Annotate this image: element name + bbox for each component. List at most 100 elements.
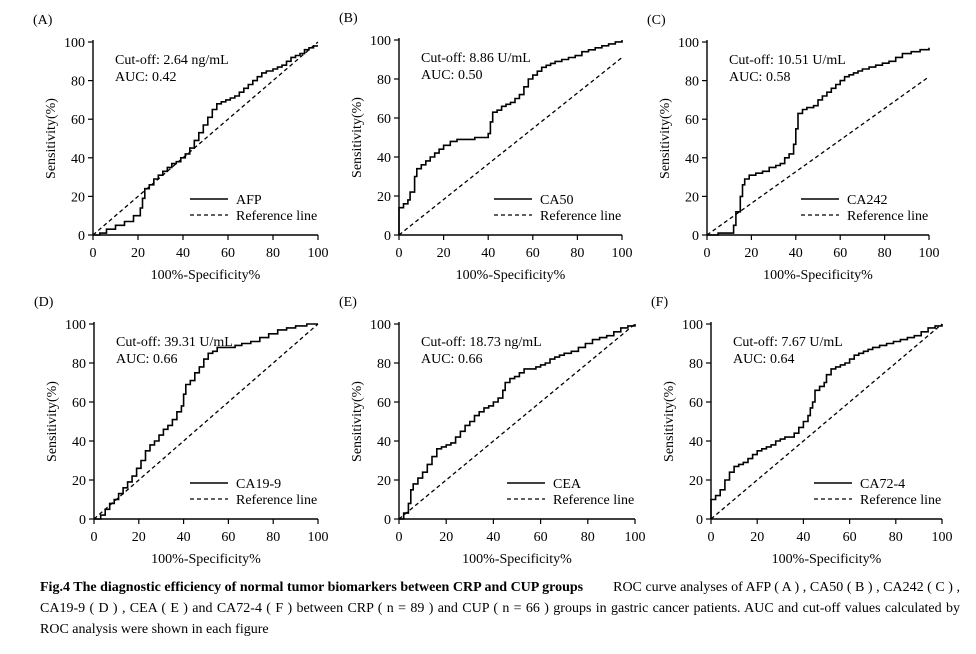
x-tick-label: 100 [919,246,940,261]
panel-label: (B) [339,11,358,26]
x-tick-label: 60 [833,246,847,261]
auc-annotation: AUC: 0.42 [115,70,176,85]
x-tick-label: 40 [176,246,190,261]
x-tick-label: 20 [131,246,145,261]
x-tick-label: 40 [486,530,500,545]
roc-panel-3: (C) 0 20 40 60 80 100 0 20 40 60 80 100 100%-Specific… [647,13,940,283]
y-axis-title: Sensitivity(%) [350,381,365,462]
legend-label-reference: Reference line [553,493,634,508]
auc-annotation: AUC: 0.50 [421,68,482,83]
roc-figure: (A) 0 20 40 60 80 100 0 20 40 60 80 100 100%-Specific… [33,11,953,567]
y-tick-label: 60 [377,396,391,411]
roc-panel-4: (D) 0 20 40 60 80 100 0 20 40 60 80 100 100%-Specific… [34,295,329,567]
y-tick-label: 40 [377,435,391,450]
figure-caption: Fig.4 The diagnostic efficiency of norma… [40,577,960,640]
y-tick-label: 60 [71,113,85,128]
y-tick-label: 60 [685,113,699,128]
legend-label-reference: Reference line [847,209,928,224]
roc-curve-ca19-9 [94,323,318,520]
y-tick-label: 20 [689,474,703,489]
y-tick-label: 0 [692,229,699,244]
x-tick-label: 100 [308,246,329,261]
y-axis-title: Sensitivity(%) [350,97,365,178]
auc-annotation: AUC: 0.66 [421,352,482,367]
x-tick-label: 100 [932,530,953,545]
x-tick-label: 0 [704,246,711,261]
y-tick-label: 40 [377,151,391,166]
x-axis-title: 100%-Specificity% [151,268,261,283]
y-tick-label: 100 [370,34,391,49]
y-tick-label: 0 [79,513,86,528]
x-tick-label: 0 [708,530,715,545]
x-tick-label: 20 [750,530,764,545]
y-tick-label: 100 [65,318,86,333]
panel-label: (D) [34,295,54,310]
x-axis-title: 100%-Specificity% [151,552,261,567]
legend-label-marker: CEA [553,477,582,492]
x-tick-label: 80 [581,530,595,545]
y-tick-label: 100 [678,36,699,51]
x-tick-label: 20 [132,530,146,545]
roc-curve-cea [399,324,636,520]
x-axis-title: 100%-Specificity% [763,268,873,283]
y-tick-label: 100 [370,318,391,333]
roc-curve-ca50 [398,40,623,235]
panel-label: (F) [651,295,668,310]
roc-curve-ca242 [707,47,930,236]
legend-label-reference: Reference line [540,209,621,224]
y-tick-label: 0 [384,513,391,528]
x-tick-label: 20 [437,246,451,261]
y-tick-label: 20 [71,190,85,205]
roc-curve-ca72-4 [710,324,943,519]
roc-panel-1: (A) 0 20 40 60 80 100 0 20 40 60 80 100 100%-Specific… [33,13,329,283]
reference-line [710,323,943,520]
x-tick-label: 100 [612,246,633,261]
reference-line [706,76,930,236]
legend-label-marker: CA19-9 [236,477,281,492]
y-axis-title: Sensitivity(%) [45,381,60,462]
x-tick-label: 0 [396,530,403,545]
panel-label: (C) [647,13,666,28]
cutoff-annotation: Cut-off: 10.51 U/mL [729,53,846,68]
y-tick-label: 40 [71,152,85,167]
cutoff-annotation: Cut-off: 7.67 U/mL [733,335,843,350]
cutoff-annotation: Cut-off: 39.31 U/mL [116,335,233,350]
legend-label-reference: Reference line [860,493,941,508]
x-tick-label: 60 [534,530,548,545]
x-tick-label: 40 [796,530,810,545]
y-tick-label: 80 [72,357,86,372]
auc-annotation: AUC: 0.58 [729,70,790,85]
auc-annotation: AUC: 0.66 [116,352,177,367]
y-tick-label: 20 [377,190,391,205]
roc-panel-5: (E) 0 20 40 60 80 100 0 20 40 60 80 100 100%-Specific… [339,295,646,567]
y-tick-label: 20 [377,474,391,489]
y-tick-label: 40 [685,152,699,167]
reference-line [398,57,623,236]
x-tick-label: 80 [889,530,903,545]
y-tick-label: 80 [71,75,85,90]
cutoff-annotation: Cut-off: 2.64 ng/mL [115,53,229,68]
roc-panel-2: (B) 0 20 40 60 80 100 0 20 40 60 80 100 100%-Specific… [339,11,633,283]
legend-label-marker: CA50 [540,193,573,208]
y-tick-label: 60 [72,396,86,411]
x-axis-title: 100%-Specificity% [456,268,566,283]
x-tick-label: 0 [396,246,403,261]
roc-curve-afp [93,45,318,236]
y-tick-label: 80 [377,73,391,88]
x-tick-label: 100 [308,530,329,545]
x-tick-label: 80 [266,530,280,545]
reference-line [92,41,319,236]
y-axis-title: Sensitivity(%) [662,381,677,462]
y-axis-title: Sensitivity(%) [658,98,673,179]
y-tick-label: 20 [72,474,86,489]
legend-label-marker: CA242 [847,193,887,208]
y-tick-label: 100 [64,36,85,51]
x-tick-label: 80 [878,246,892,261]
legend-label-reference: Reference line [236,209,317,224]
legend-label-reference: Reference line [236,493,317,508]
x-axis-title: 100%-Specificity% [462,552,572,567]
legend-label-marker: CA72-4 [860,477,905,492]
y-tick-label: 40 [72,435,86,450]
x-tick-label: 40 [789,246,803,261]
panel-label: (E) [339,295,357,310]
